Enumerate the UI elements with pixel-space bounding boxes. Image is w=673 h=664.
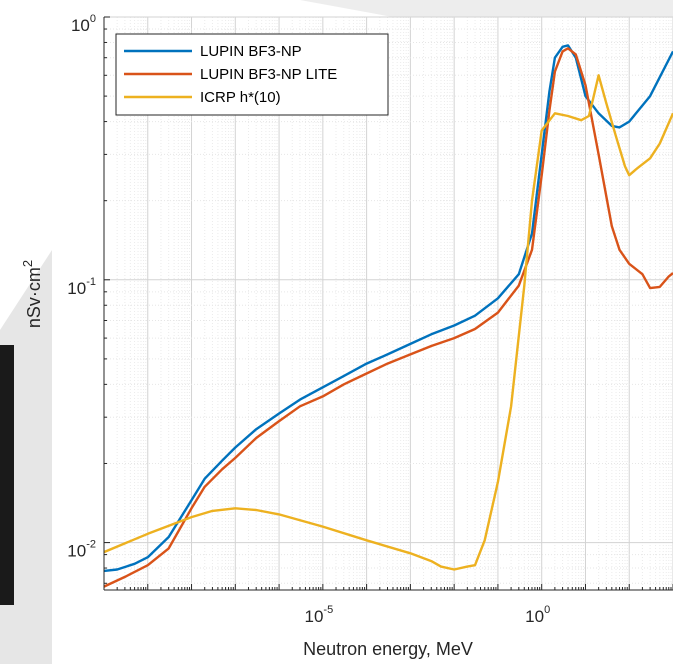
- y-axis-label: nSv·cm2: [20, 260, 44, 328]
- legend-label: LUPIN BF3-NP: [200, 43, 302, 60]
- legend-label: LUPIN BF3-NP LITE: [200, 66, 337, 83]
- y-tick-label: 10-2: [67, 539, 96, 561]
- y-axis-label-base: nSv·cm: [24, 267, 44, 328]
- x-axis-label: Neutron energy, MeV: [303, 639, 473, 659]
- legend: LUPIN BF3-NP LUPIN BF3-NP LITE ICRP h*(10): [115, 33, 389, 116]
- tick-labels: 10-5 100 10-2 10-1 100: [67, 13, 550, 626]
- series-line-3: [104, 74, 673, 571]
- series-line-2: [104, 47, 673, 588]
- x-tick-label: 100: [525, 604, 550, 626]
- background-bar: [0, 345, 14, 605]
- tick-marks: [103, 16, 673, 590]
- y-tick-label: 100: [71, 13, 96, 35]
- y-axis-label-sup: 2: [20, 260, 35, 267]
- legend-label: ICRP h*(10): [200, 89, 281, 106]
- plot-frame: [103, 17, 673, 591]
- x-tick-label: 10-5: [304, 604, 333, 626]
- series-layer: [104, 44, 673, 588]
- y-tick-label: 10-1: [67, 276, 96, 298]
